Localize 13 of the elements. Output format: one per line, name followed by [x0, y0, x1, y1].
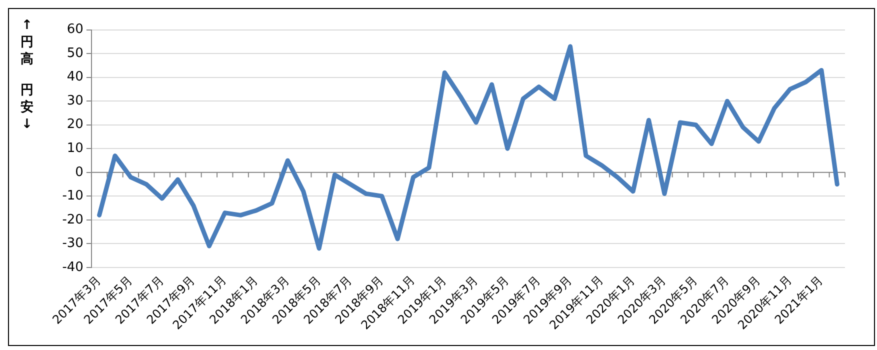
y-tick-label: -30	[62, 236, 84, 252]
y-tick-label: 0	[75, 164, 84, 180]
y-tick-label: 20	[66, 117, 84, 132]
y-tick-label: 50	[66, 46, 84, 61]
y-axis-title: ↑円高	[20, 17, 34, 68]
y-tick-label: 30	[66, 93, 84, 108]
y-tick-label: -10	[62, 188, 84, 204]
y-tick-label: 40	[66, 70, 84, 85]
y-tick-label: 60	[66, 22, 84, 38]
y-tick-label: -20	[62, 212, 84, 228]
text: 円安↓	[20, 82, 34, 133]
y-tick-label: 10	[66, 141, 84, 156]
y-tick-label: -40	[62, 260, 84, 275]
